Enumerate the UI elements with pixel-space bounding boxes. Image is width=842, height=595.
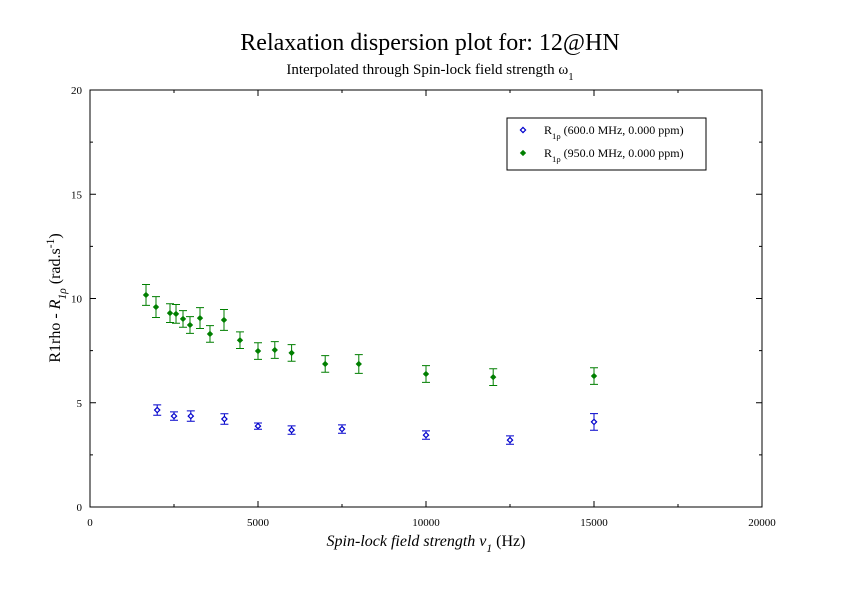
x-tick-label: 0 — [87, 517, 93, 529]
data-point — [220, 316, 228, 324]
data-point — [206, 330, 214, 338]
data-point — [152, 303, 160, 311]
legend-marker — [519, 149, 527, 157]
data-point — [172, 310, 180, 318]
data-point — [322, 360, 329, 368]
y-tick-label: 20 — [71, 85, 83, 97]
legend-label-part: R — [544, 123, 552, 137]
data-point — [236, 337, 244, 344]
data-point — [288, 349, 295, 357]
y-axis-label-part: R1rho - — [47, 309, 64, 362]
x-tick-label: 10000 — [412, 517, 440, 529]
data-point — [153, 406, 161, 414]
y-axis-label-part: 1ρ — [57, 288, 69, 300]
data-point — [355, 360, 362, 368]
chart-subtitle: Interpolated through Spin-lock field str… — [286, 62, 573, 83]
data-point — [187, 412, 195, 420]
data-point — [590, 372, 598, 380]
y-axis-label-part: -1 — [45, 238, 57, 248]
data-point — [142, 291, 150, 299]
y-tick-label: 10 — [71, 294, 83, 306]
data-point — [422, 431, 430, 439]
x-tick-label: 20000 — [748, 517, 776, 529]
legend-label-part: R — [544, 146, 552, 160]
y-tick-label: 5 — [77, 398, 83, 410]
data-point — [166, 309, 174, 317]
legend-box — [506, 117, 707, 171]
data-point — [220, 415, 228, 423]
y-axis-label-part: (rad.s — [47, 248, 64, 288]
legend-label: R1ρ (600.0 MHz, 0.000 ppm) — [544, 123, 684, 141]
legend-label-part: (600.0 MHz, 0.000 ppm) — [561, 123, 684, 137]
chart-subtitle-part: 1 — [568, 71, 573, 83]
data-point — [506, 436, 514, 444]
data-point — [338, 425, 346, 433]
data-point — [288, 426, 296, 434]
data-point — [422, 370, 430, 378]
data-point — [186, 321, 194, 329]
legend-label-part: 1ρ — [552, 154, 561, 164]
legend-label-part: 1ρ — [552, 131, 561, 141]
data-point — [179, 315, 187, 323]
y-axis-label-part: R — [47, 299, 64, 310]
data-point — [196, 314, 204, 322]
x-tick-label: 15000 — [580, 517, 608, 529]
y-axis-label: R1rho - R1ρ (rad.s-1) — [45, 233, 69, 362]
data-point — [590, 418, 598, 426]
y-axis-label-part: ) — [47, 233, 64, 238]
data-point — [271, 346, 278, 354]
x-tick-label: 5000 — [247, 517, 270, 529]
data-point — [170, 412, 178, 420]
x-axis-label-part: (Hz) — [492, 533, 525, 550]
data-point — [254, 347, 262, 355]
legend-label-part: (950.0 MHz, 0.000 ppm) — [561, 146, 684, 160]
data-point — [254, 422, 262, 430]
x-axis-label-part: 1 — [486, 543, 492, 555]
legend-label: R1ρ (950.0 MHz, 0.000 ppm) — [544, 146, 684, 164]
x-axis-label-part: Spin-lock field strength ν — [327, 533, 488, 550]
y-tick-label: 0 — [77, 502, 83, 514]
chart-subtitle-part: Interpolated through Spin-lock field str… — [286, 62, 568, 78]
y-tick-label: 15 — [71, 189, 83, 201]
x-axis-label: Spin-lock field strength ν1 (Hz) — [327, 533, 526, 555]
chart-title: Relaxation dispersion plot for: 12@HN — [240, 30, 619, 56]
data-point — [490, 373, 497, 381]
legend-marker — [519, 126, 527, 134]
